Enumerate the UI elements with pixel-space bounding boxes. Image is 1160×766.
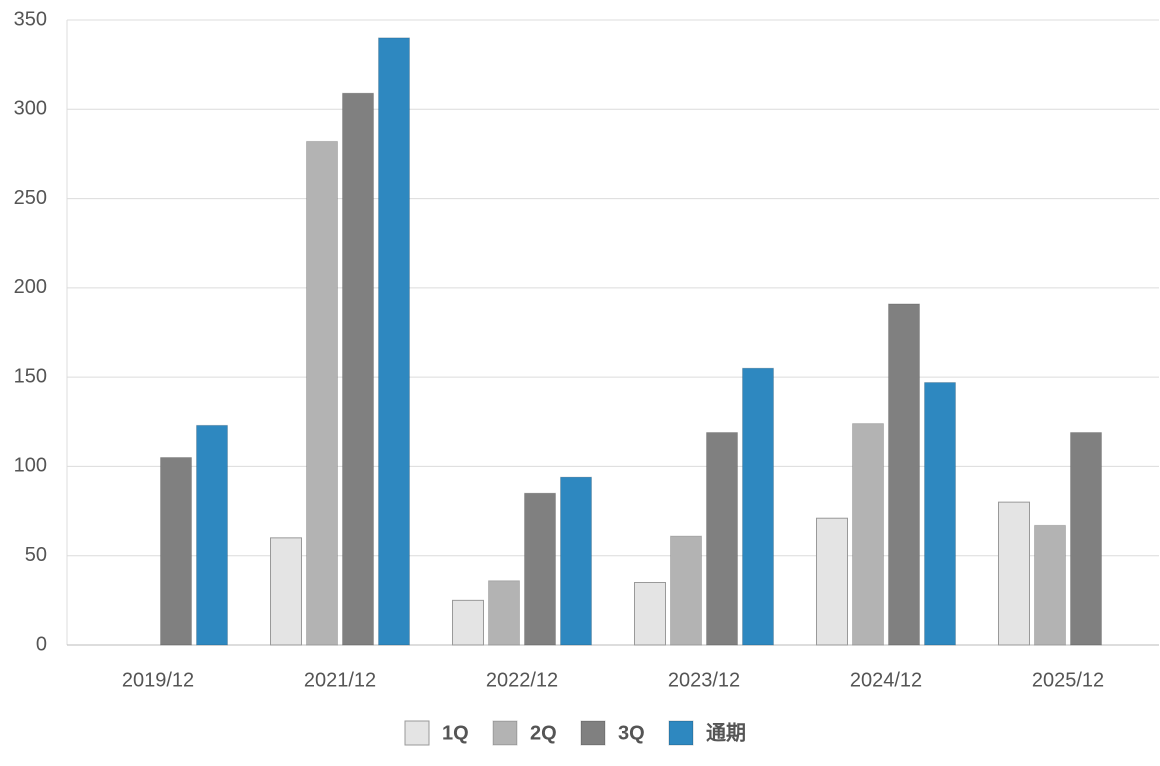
x-tick-label: 2021/12 — [304, 669, 376, 691]
bar — [378, 37, 410, 646]
bar — [560, 476, 592, 646]
bar — [306, 140, 338, 646]
bar — [816, 517, 848, 646]
legend-label: 3Q — [618, 722, 645, 744]
bar — [342, 92, 374, 646]
y-tick-label: 200 — [14, 276, 47, 298]
y-tick-label: 350 — [14, 8, 47, 30]
x-tick-label: 2024/12 — [850, 669, 922, 691]
legend-swatch — [404, 720, 430, 746]
bar — [888, 303, 920, 646]
bar — [1070, 432, 1102, 646]
bar — [852, 423, 884, 646]
x-tick-label: 2023/12 — [668, 669, 740, 691]
x-tick-label: 2025/12 — [1032, 669, 1104, 691]
bar — [488, 580, 520, 646]
bar — [998, 501, 1030, 646]
bar — [670, 535, 702, 646]
bar — [634, 582, 666, 646]
y-tick-label: 100 — [14, 455, 47, 477]
bar — [160, 457, 192, 646]
x-tick-label: 2022/12 — [486, 669, 558, 691]
bar — [706, 432, 738, 646]
legend-swatch — [492, 720, 518, 746]
bar — [270, 537, 302, 646]
legend-label: 2Q — [530, 722, 557, 744]
legend-label: 通期 — [706, 721, 746, 744]
y-tick-label: 150 — [14, 365, 47, 387]
legend-swatch — [668, 720, 694, 746]
x-tick-label: 2019/12 — [122, 669, 194, 691]
legend-label: 1Q — [442, 722, 469, 744]
y-tick-label: 300 — [14, 98, 47, 120]
bar — [742, 367, 774, 646]
bar — [524, 492, 556, 646]
y-tick-label: 50 — [25, 544, 47, 566]
legend-swatch — [580, 720, 606, 746]
bar — [1034, 524, 1066, 646]
y-tick-label: 0 — [36, 633, 47, 655]
y-tick-label: 250 — [14, 187, 47, 209]
bar — [452, 599, 484, 646]
bar — [924, 382, 956, 646]
bar — [196, 424, 228, 646]
